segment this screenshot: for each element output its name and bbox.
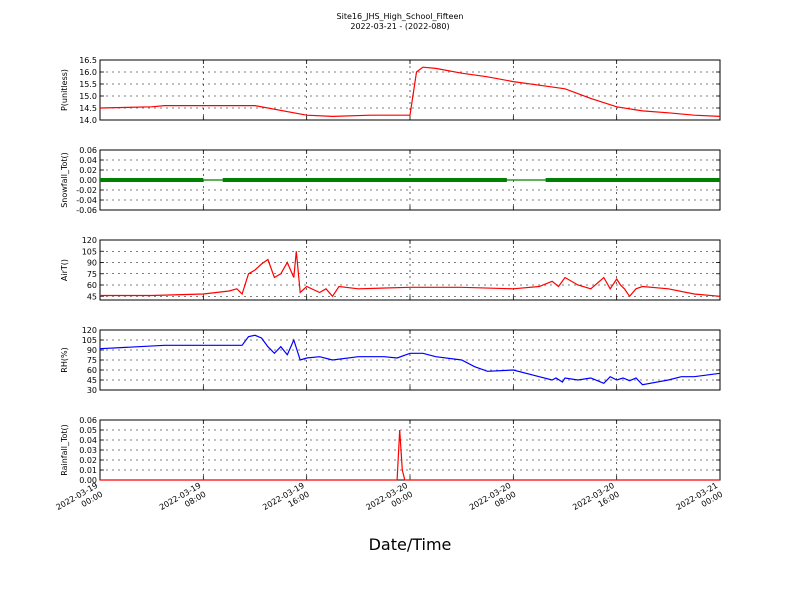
y-tick-label: 0.00 <box>79 476 97 485</box>
y-tick-label: 0.03 <box>79 446 97 455</box>
y-tick-label: 16.5 <box>79 56 97 65</box>
chart-subtitle: 2022-03-21 - (2022-080) <box>350 22 449 31</box>
y-tick-label: 0.04 <box>79 436 97 445</box>
x-axis-label: Date/Time <box>369 535 452 554</box>
series-line <box>100 429 720 481</box>
y-tick-label: 60 <box>87 281 97 290</box>
y-tick-label: 16.0 <box>79 68 97 77</box>
subplot-5: 0.000.010.020.030.040.050.06 Rainfall_Tot… <box>60 416 721 485</box>
y-tick-label: 15.5 <box>79 80 97 89</box>
y-axis-label: Snowfall_Tot() <box>60 152 69 208</box>
y-tick-label: 15.0 <box>79 92 97 101</box>
y-tick-label: 0.02 <box>79 456 97 465</box>
y-tick-label: 0.02 <box>79 166 97 175</box>
y-tick-label: 45 <box>87 376 97 385</box>
y-tick-label: 0.06 <box>79 146 97 155</box>
y-tick-label: -0.04 <box>76 196 97 205</box>
series-line <box>100 251 721 298</box>
y-tick-label: 0.06 <box>79 416 97 425</box>
y-tick-label: -0.02 <box>76 186 97 195</box>
y-tick-label: 75 <box>87 356 97 365</box>
y-tick-label: 0.00 <box>79 176 97 185</box>
y-tick-label: 14.0 <box>79 116 97 125</box>
y-axis-label: RH(%) <box>60 347 69 372</box>
chart-title: Site16_JHS_High_School_Fifteen <box>337 12 464 21</box>
y-tick-label: 90 <box>87 259 97 268</box>
y-tick-label: 14.5 <box>79 104 97 113</box>
subplot-3: 45 60 75 90 105 120 AirT() <box>60 236 721 301</box>
y-tick-label: 30 <box>87 386 97 395</box>
y-tick-label: 0.04 <box>79 156 97 165</box>
y-tick-label: 0.01 <box>79 466 97 475</box>
subplot-1: 14.0 14.5 15.0 15.5 16.0 16.5 P(unitless) <box>60 56 721 125</box>
y-tick-label: 120 <box>82 236 97 245</box>
subplot-2: -0.06-0.04-0.020.000.020.040.06 Snowfall_… <box>60 146 721 215</box>
y-tick-label: 90 <box>87 346 97 355</box>
y-axis-label: Rainfall_Tot() <box>60 424 69 476</box>
y-tick-label: 105 <box>82 336 97 345</box>
y-tick-label: 45 <box>87 292 97 301</box>
y-axis-label: AirT() <box>60 259 69 281</box>
y-tick-label: 75 <box>87 270 97 279</box>
y-tick-label: 0.05 <box>79 426 97 435</box>
y-tick-label: -0.06 <box>76 206 97 215</box>
series-line <box>99 334 721 386</box>
subplot-group: 14.0 14.5 15.0 15.5 16.0 16.5 P(unitless) -0.06… <box>60 56 721 485</box>
y-tick-label: 120 <box>82 326 97 335</box>
series-line <box>99 66 721 118</box>
y-tick-label: 105 <box>82 247 97 256</box>
y-tick-label: 60 <box>87 366 97 375</box>
y-axis-label: P(unitless) <box>60 69 69 111</box>
